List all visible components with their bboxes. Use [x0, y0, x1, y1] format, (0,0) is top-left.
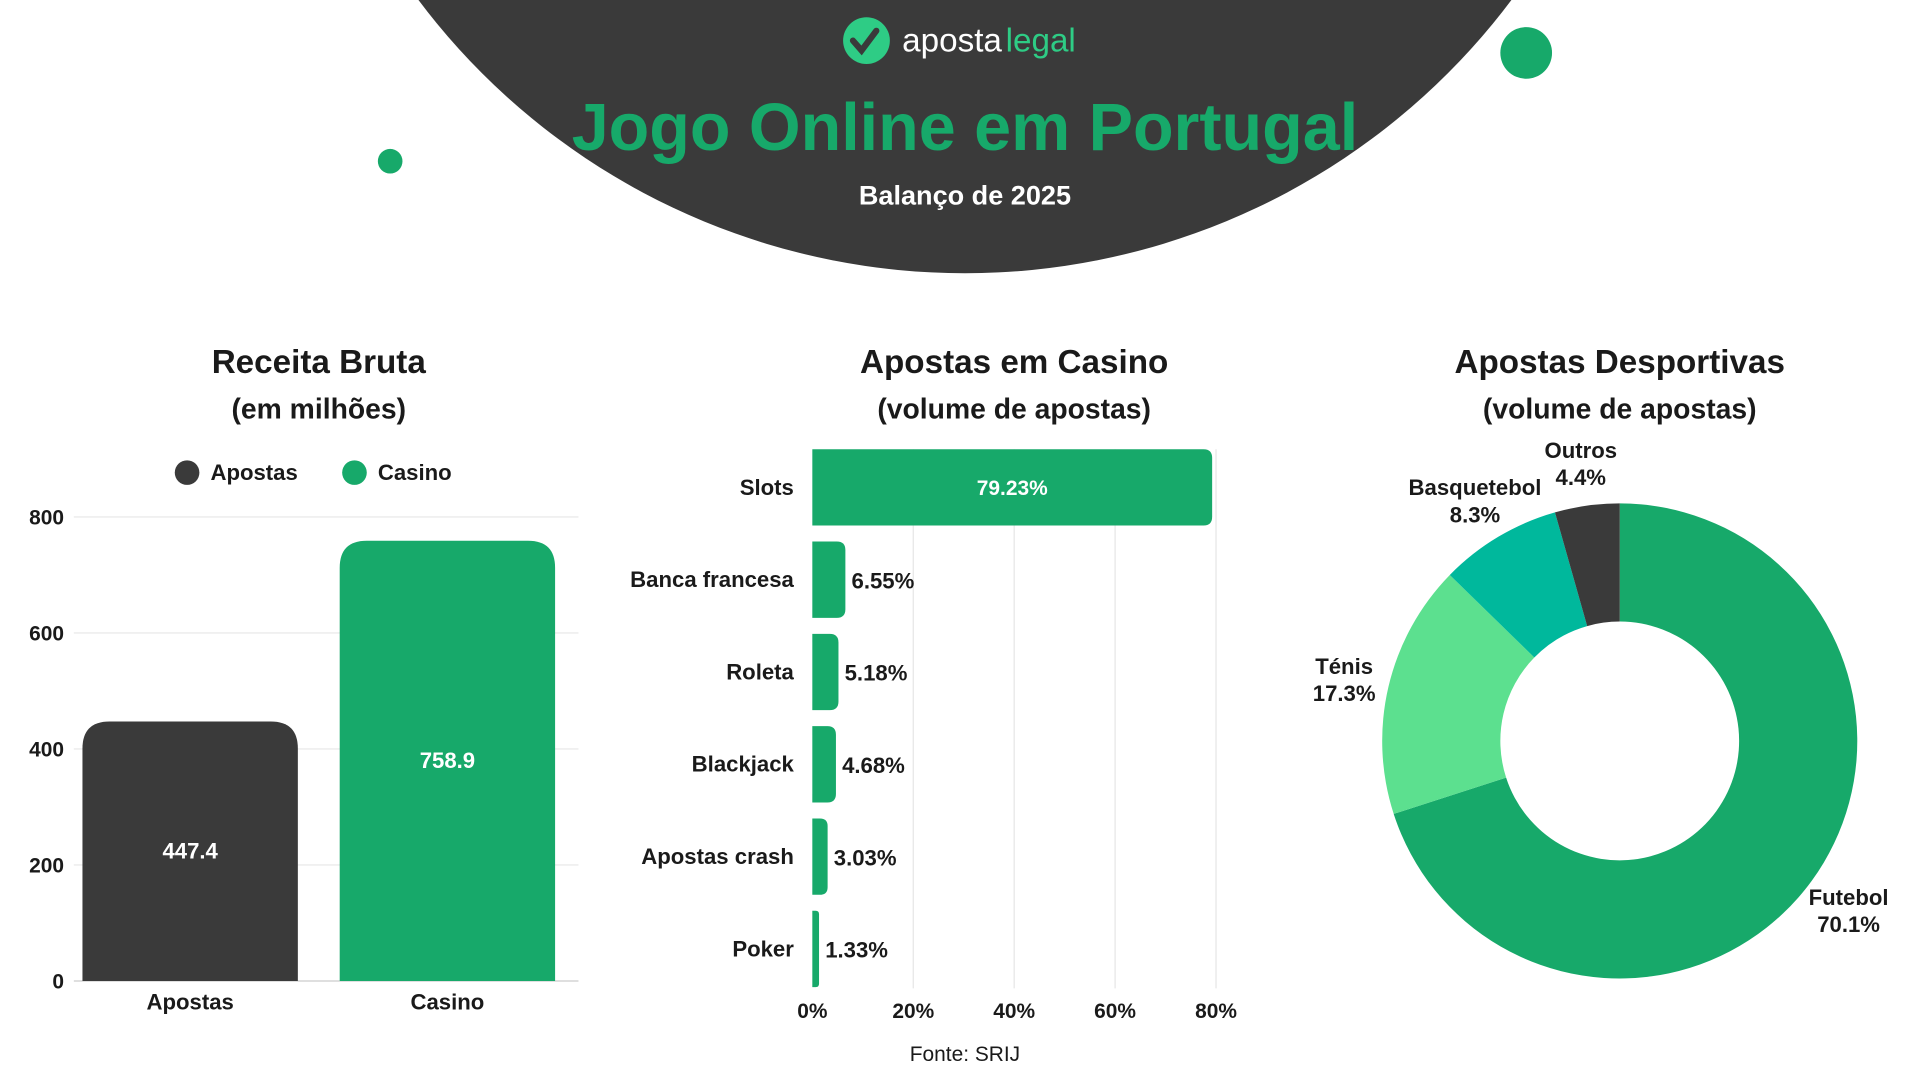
y-category-label: Banca francesa [630, 567, 794, 592]
bar-value-label: 447.4 [162, 839, 218, 864]
y-category-label: Roleta [726, 659, 794, 684]
bar-value-label: 4.68% [842, 753, 905, 778]
bar-casino [339, 540, 556, 981]
x-tick-label: 40% [993, 1000, 1035, 1023]
y-tick-label: 400 [29, 738, 64, 761]
chart3-subtitle: (volume de apostas) [1483, 392, 1757, 424]
bar-value-label: 3.03% [834, 845, 897, 870]
chart1-subtitle: (em milhões) [232, 392, 407, 424]
bar-apostas-crash [812, 818, 828, 895]
slice-label: Outros [1544, 438, 1617, 463]
x-tick-label: 20% [892, 1000, 934, 1023]
slice-label: Ténis [1315, 654, 1373, 679]
chart2-subtitle: (volume de apostas) [877, 392, 1151, 424]
decor-dot [377, 148, 403, 174]
y-category-label: Apostas crash [641, 844, 794, 869]
y-category-label: Poker [732, 936, 794, 961]
bar-apostas [82, 721, 298, 981]
header-background-circle [418, 0, 1512, 274]
logo-text-aposta: aposta [902, 23, 1002, 60]
slice-value-label: 17.3% [1313, 681, 1376, 706]
slice-value-label: 70.1% [1817, 912, 1880, 937]
slice-outros [1554, 503, 1620, 627]
x-tick-label: 80% [1195, 1000, 1237, 1023]
slice-label: Futebol [1809, 885, 1889, 910]
x-tick-label: 0% [797, 1000, 828, 1023]
slice-basquetebol [1449, 512, 1588, 658]
y-tick-label: 0 [52, 970, 64, 993]
y-category-label: Slots [740, 475, 794, 500]
slice-futebol [1393, 503, 1858, 979]
x-tick-label: 60% [1094, 1000, 1136, 1023]
legend-marker [342, 460, 367, 485]
decor-dot [1500, 27, 1553, 79]
logo-text: aposta legal [902, 23, 1076, 60]
casino-bar-chart: 0% 20% 40% 60% 80% Slots 79.23% Banca francesa 6… [630, 449, 1237, 1023]
logo-text-legal: legal [1006, 23, 1076, 60]
y-category-label: Blackjack [692, 752, 795, 777]
bar-value-label: 758.9 [420, 748, 475, 773]
bar-slots [812, 449, 1213, 526]
y-tick-label: 600 [29, 622, 64, 645]
bar-value-label: 1.33% [825, 938, 888, 963]
legend-label: Apostas [210, 460, 297, 485]
legend-marker [174, 460, 200, 485]
y-tick-label: 800 [29, 506, 64, 529]
bar-banca-francesa [812, 541, 846, 618]
bar-roleta [812, 633, 839, 711]
bar-value-label: 5.18% [845, 661, 908, 686]
logo: aposta legal [843, 17, 1076, 65]
page-title: Jogo Online em Portugal [572, 91, 1358, 165]
slice-value-label: 4.4% [1556, 465, 1607, 490]
bar-blackjack [812, 726, 836, 803]
legend-label: Casino [378, 460, 452, 485]
source-note: Fonte: SRIJ [910, 1043, 1020, 1066]
slice-label: Basquetebol [1409, 475, 1542, 500]
y-tick-label: 200 [29, 854, 64, 877]
logo-check-mark [849, 27, 880, 56]
bar-value-label: 79.23% [977, 477, 1048, 500]
x-category-label: Casino [410, 989, 484, 1014]
chart3-title: Apostas Desportivas [1455, 344, 1785, 381]
revenue-bar-chart: 0 200 400 600 800 Apostas Casino 447.4 Apostas 75… [29, 460, 579, 1014]
x-category-label: Apostas [146, 989, 233, 1014]
bar-value-label: 6.55% [852, 568, 915, 593]
slice-ténis [1382, 574, 1535, 814]
slice-value-label: 8.3% [1450, 502, 1501, 527]
page-subtitle: Balanço de 2025 [859, 179, 1071, 210]
chart1-title: Receita Bruta [212, 344, 427, 381]
bar-poker [812, 910, 820, 988]
chart2-title: Apostas em Casino [860, 344, 1168, 381]
